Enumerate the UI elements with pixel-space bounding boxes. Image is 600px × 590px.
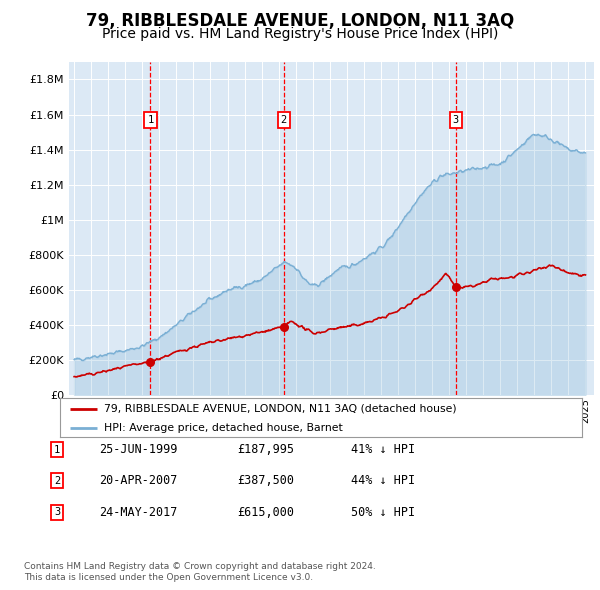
Text: 25-JUN-1999: 25-JUN-1999	[99, 443, 178, 456]
Text: 3: 3	[54, 507, 60, 517]
Text: 41% ↓ HPI: 41% ↓ HPI	[351, 443, 415, 456]
Text: Price paid vs. HM Land Registry's House Price Index (HPI): Price paid vs. HM Land Registry's House …	[102, 27, 498, 41]
Text: 1: 1	[148, 115, 154, 125]
Text: This data is licensed under the Open Government Licence v3.0.: This data is licensed under the Open Gov…	[24, 573, 313, 582]
Text: 2: 2	[54, 476, 60, 486]
Text: HPI: Average price, detached house, Barnet: HPI: Average price, detached house, Barn…	[104, 423, 343, 433]
Text: 1: 1	[54, 445, 60, 454]
Text: £187,995: £187,995	[237, 443, 294, 456]
Text: £615,000: £615,000	[237, 506, 294, 519]
Text: 20-APR-2007: 20-APR-2007	[99, 474, 178, 487]
Text: £387,500: £387,500	[237, 474, 294, 487]
Text: 24-MAY-2017: 24-MAY-2017	[99, 506, 178, 519]
Text: Contains HM Land Registry data © Crown copyright and database right 2024.: Contains HM Land Registry data © Crown c…	[24, 562, 376, 571]
Text: 50% ↓ HPI: 50% ↓ HPI	[351, 506, 415, 519]
Text: 2: 2	[281, 115, 287, 125]
Text: 79, RIBBLESDALE AVENUE, LONDON, N11 3AQ (detached house): 79, RIBBLESDALE AVENUE, LONDON, N11 3AQ …	[104, 404, 457, 414]
Text: 3: 3	[452, 115, 459, 125]
Text: 79, RIBBLESDALE AVENUE, LONDON, N11 3AQ: 79, RIBBLESDALE AVENUE, LONDON, N11 3AQ	[86, 12, 514, 30]
Text: 44% ↓ HPI: 44% ↓ HPI	[351, 474, 415, 487]
